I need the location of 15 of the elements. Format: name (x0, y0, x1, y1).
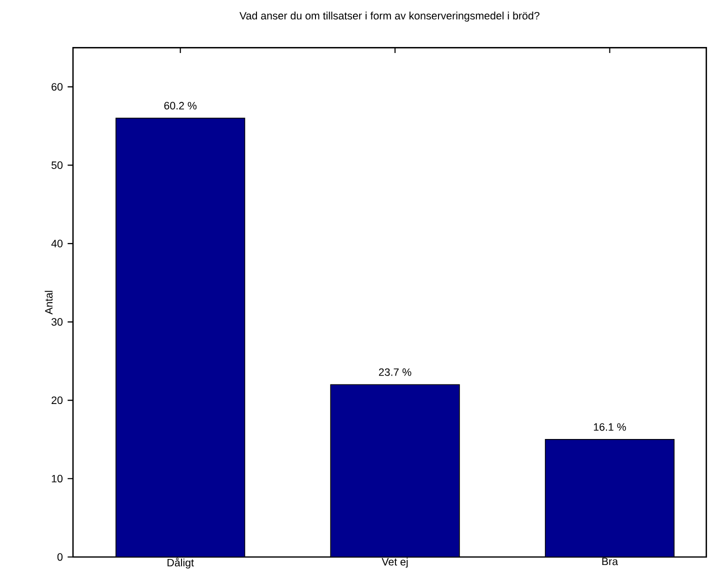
annotation: 16.1 % (594, 423, 626, 431)
y-tick-label: 30 (51, 318, 63, 326)
y-tick-label: 60 (52, 83, 63, 91)
chart-title: Vad anser du om tillsatser i form av konserveringsmedel i bröd? (240, 12, 540, 22)
y-axis-title: Antal (44, 290, 53, 314)
x-tick-label: Bra (602, 558, 618, 566)
y-tick-label: 50 (52, 161, 63, 169)
annotation: 23.7 % (378, 368, 412, 376)
y-tick-label: 40 (51, 240, 63, 248)
y-tick-label: 20 (52, 396, 63, 404)
x-tick-label: Vet ej (382, 558, 408, 568)
annotation: 60.2 % (164, 102, 197, 110)
x-tick-label: Dåligt (168, 558, 194, 569)
y-tick-label: 0 (57, 553, 63, 561)
y-tick-label: 10 (52, 474, 63, 482)
